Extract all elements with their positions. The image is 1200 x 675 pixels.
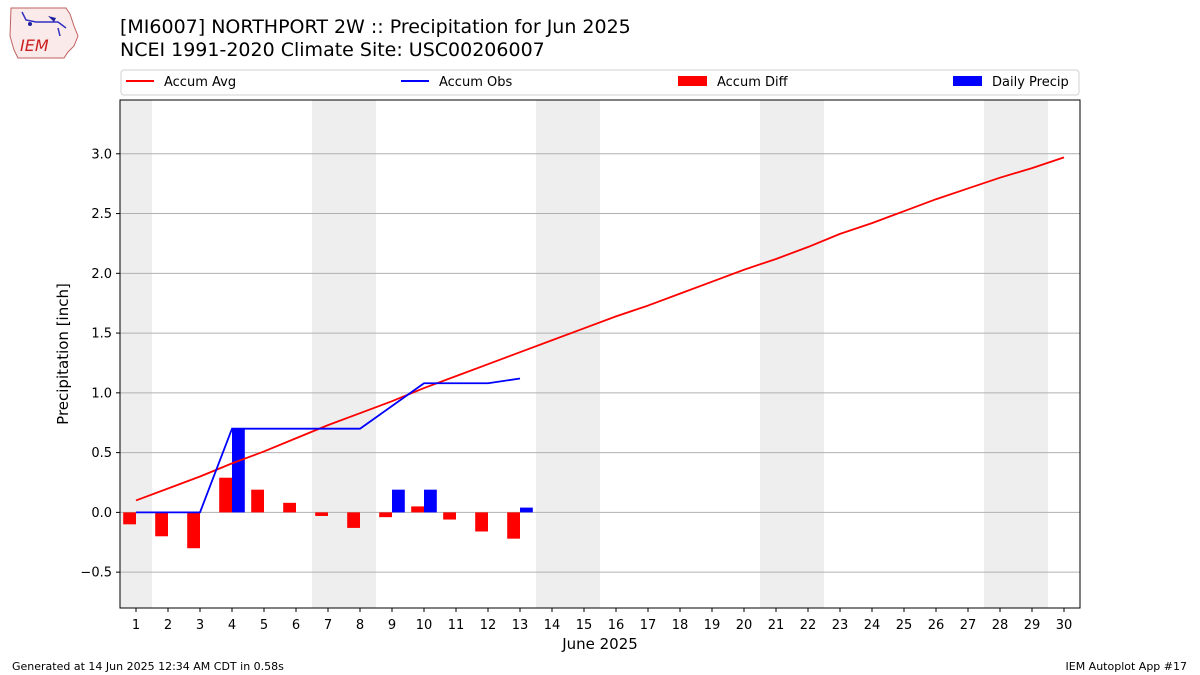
accum-diff-bar: [507, 512, 520, 539]
weekend-band-29: [1016, 100, 1048, 608]
x-tick-label: 29: [1024, 618, 1041, 633]
accum-diff-bar: [155, 512, 168, 537]
x-tick-label: 27: [960, 618, 977, 633]
y-tick-label: 0.0: [91, 506, 112, 521]
legend-label-daily-precip: Daily Precip: [992, 75, 1069, 90]
x-tick-label: 19: [704, 618, 721, 633]
accum-diff-bar: [315, 512, 328, 516]
daily-precip-bar: [424, 489, 437, 513]
x-tick-label: 26: [928, 618, 945, 633]
weekend-band-22: [792, 100, 824, 608]
accum-diff-bar: [475, 512, 488, 532]
accum-diff-bar: [411, 506, 424, 513]
weekend-band-1: [120, 100, 152, 608]
x-tick-label: 12: [480, 618, 497, 633]
y-tick-label: 2.5: [91, 207, 112, 222]
x-tick-label: 4: [228, 618, 236, 633]
weekend-band-21: [760, 100, 792, 608]
x-tick-label: 15: [576, 618, 593, 633]
accum-diff-bar: [379, 512, 392, 518]
x-tick-label: 6: [292, 618, 300, 633]
weekend-band-7: [312, 100, 344, 608]
accum-diff-bar: [219, 477, 232, 513]
footer-generated-text: Generated at 14 Jun 2025 12:34 AM CDT in…: [12, 660, 284, 673]
x-tick-label: 13: [512, 618, 529, 633]
x-tick-label: 2: [164, 618, 172, 633]
x-tick-label: 25: [896, 618, 913, 633]
x-tick-label: 11: [448, 618, 465, 633]
daily-precip-bar: [520, 507, 533, 513]
accum-diff-bar: [251, 489, 264, 513]
weekend-band-8: [344, 100, 376, 608]
y-tick-label: 0.5: [91, 446, 112, 461]
daily-precip-bar: [392, 489, 405, 513]
x-tick-label: 21: [768, 618, 785, 633]
plot-frame: [119, 99, 1081, 609]
weekend-band-14: [536, 100, 568, 608]
y-tick-label: 3.0: [91, 147, 112, 162]
accum-diff-bar: [123, 512, 136, 525]
accum-avg-line: [135, 156, 1065, 502]
accum-diff-bar: [443, 512, 456, 520]
y-axis-label: Precipitation [inch]: [54, 283, 72, 425]
accum-diff-bar: [187, 512, 200, 549]
iem-logo: IEM: [8, 6, 80, 60]
chart-subtitle: NCEI 1991-2020 Climate Site: USC00206007: [120, 39, 545, 61]
x-tick-label: 20: [736, 618, 753, 633]
y-tick-label: 1.5: [91, 327, 112, 342]
x-tick-label: 10: [416, 618, 433, 633]
x-tick-label: 17: [640, 618, 657, 633]
chart-title: [MI6007] NORTHPORT 2W :: Precipitation f…: [120, 16, 631, 38]
x-tick-label: 5: [260, 618, 268, 633]
x-tick-label: 9: [388, 618, 396, 633]
accum-diff-bar: [347, 512, 360, 528]
weekend-band-15: [568, 100, 600, 608]
x-tick-label: 1: [132, 618, 140, 633]
logo-text: IEM: [20, 36, 49, 55]
x-tick-label: 16: [608, 618, 625, 633]
accum-obs-line: [136, 377, 521, 514]
legend-swatch-daily-precip: [953, 76, 982, 86]
y-tick-label: −0.5: [80, 566, 112, 581]
legend-label-accum-obs: Accum Obs: [439, 75, 512, 90]
x-tick-label: 18: [672, 618, 689, 633]
x-tick-label: 3: [196, 618, 204, 633]
legend-label-accum-diff: Accum Diff: [717, 75, 789, 90]
x-tick-label: 30: [1056, 618, 1073, 633]
x-tick-label: 28: [992, 618, 1009, 633]
daily-precip-bar: [232, 428, 245, 513]
x-tick-label: 24: [864, 618, 881, 633]
x-axis-label: June 2025: [561, 635, 638, 653]
footer-app-text: IEM Autoplot App #17: [1065, 660, 1188, 673]
x-tick-label: 22: [800, 618, 817, 633]
x-tick-label: 8: [356, 618, 364, 633]
y-tick-label: 2.0: [91, 267, 112, 282]
x-tick-label: 14: [544, 618, 561, 633]
legend-swatch-accum-diff: [678, 76, 707, 86]
legend-label-accum-avg: Accum Avg: [164, 75, 236, 90]
accum-diff-bar: [283, 502, 296, 513]
x-tick-label: 7: [324, 618, 332, 633]
legend: Accum Avg Accum Obs Accum Diff Daily Pre…: [120, 69, 1080, 96]
weekend-band-28: [984, 100, 1016, 608]
x-tick-label: 23: [832, 618, 849, 633]
y-tick-label: 1.0: [91, 386, 112, 401]
